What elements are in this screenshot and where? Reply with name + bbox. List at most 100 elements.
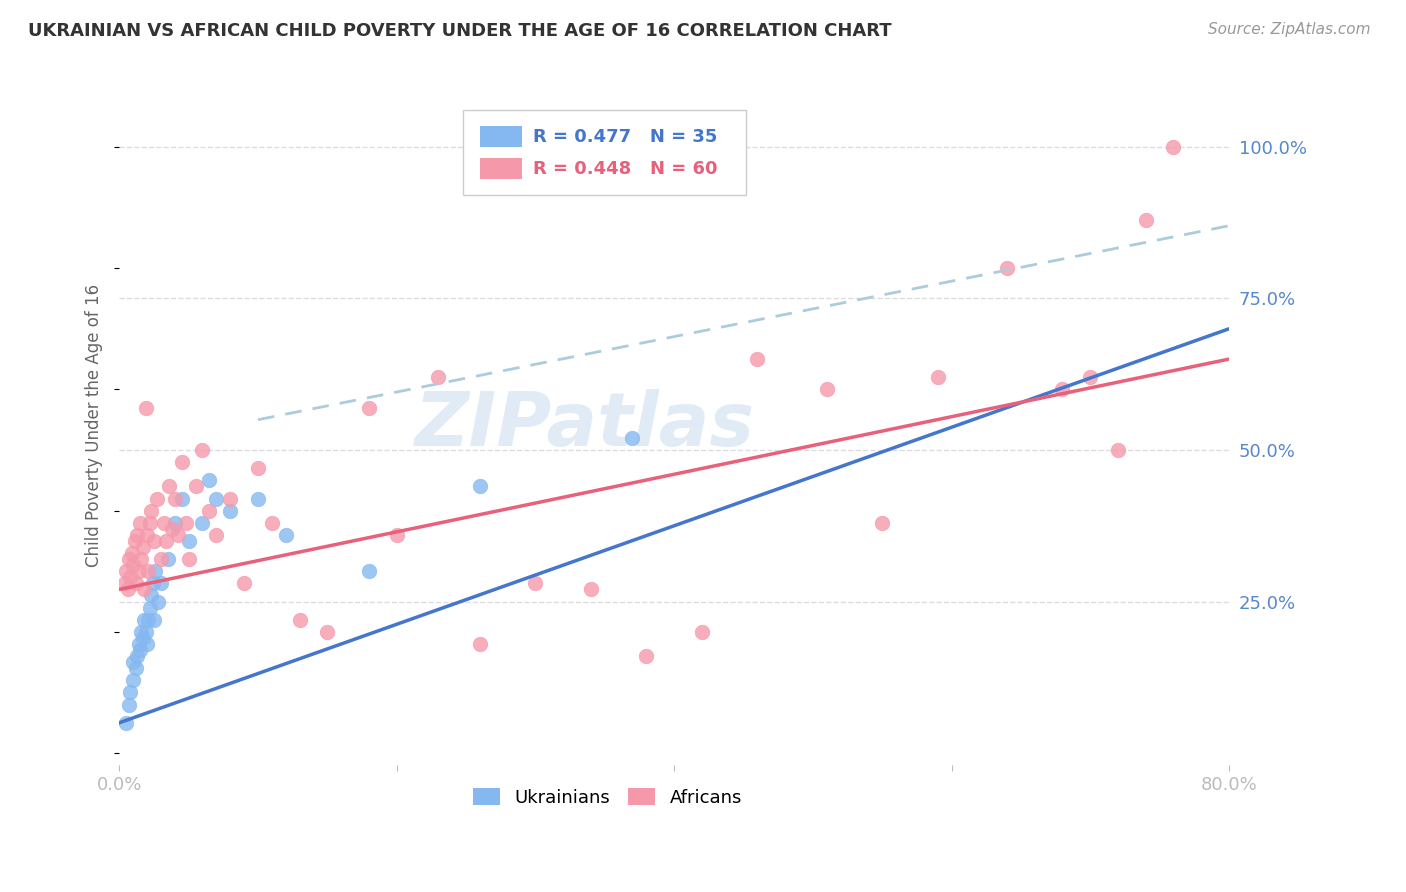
- Point: [152, 516, 174, 530]
- FancyBboxPatch shape: [479, 158, 522, 179]
- Point: [115, 715, 138, 730]
- Point: [174, 516, 197, 530]
- Point: [274, 528, 297, 542]
- Point: [316, 624, 339, 639]
- Point: [156, 552, 179, 566]
- Point: [621, 431, 644, 445]
- Point: [136, 637, 159, 651]
- Point: [118, 698, 141, 712]
- Point: [1135, 212, 1157, 227]
- Point: [163, 491, 186, 506]
- Point: [1163, 140, 1185, 154]
- Point: [1078, 370, 1101, 384]
- Point: [136, 528, 159, 542]
- Point: [134, 613, 156, 627]
- Point: [122, 673, 145, 688]
- Point: [233, 576, 256, 591]
- Point: [815, 383, 838, 397]
- Point: [205, 528, 228, 542]
- Point: [125, 576, 148, 591]
- Point: [927, 370, 949, 384]
- Point: [636, 649, 658, 664]
- Point: [127, 528, 149, 542]
- Point: [135, 624, 157, 639]
- Point: [132, 631, 155, 645]
- Point: [177, 533, 200, 548]
- Point: [524, 576, 547, 591]
- Point: [114, 576, 136, 591]
- Point: [131, 624, 153, 639]
- Point: [1107, 443, 1129, 458]
- Point: [117, 582, 139, 597]
- Point: [468, 637, 491, 651]
- Point: [142, 613, 165, 627]
- Point: [205, 491, 228, 506]
- Point: [177, 552, 200, 566]
- Text: Source: ZipAtlas.com: Source: ZipAtlas.com: [1208, 22, 1371, 37]
- FancyBboxPatch shape: [463, 110, 747, 195]
- Point: [157, 479, 180, 493]
- Point: [121, 546, 143, 560]
- Point: [134, 582, 156, 597]
- Point: [128, 637, 150, 651]
- Point: [198, 473, 221, 487]
- Point: [128, 564, 150, 578]
- Point: [122, 558, 145, 573]
- Point: [146, 594, 169, 608]
- Point: [191, 443, 214, 458]
- Point: [246, 491, 269, 506]
- Point: [120, 570, 142, 584]
- Point: [747, 352, 769, 367]
- Point: [198, 503, 221, 517]
- Point: [1052, 383, 1074, 397]
- Point: [166, 528, 188, 542]
- Legend: Ukrainians, Africans: Ukrainians, Africans: [465, 781, 749, 814]
- Point: [149, 552, 172, 566]
- Point: [870, 516, 893, 530]
- Point: [138, 564, 160, 578]
- Point: [145, 491, 167, 506]
- Point: [191, 516, 214, 530]
- FancyBboxPatch shape: [479, 126, 522, 147]
- Point: [129, 516, 152, 530]
- Point: [357, 401, 380, 415]
- Point: [219, 503, 242, 517]
- Point: [149, 576, 172, 591]
- Point: [427, 370, 450, 384]
- Text: ZIPatlas: ZIPatlas: [415, 389, 755, 462]
- Point: [219, 491, 242, 506]
- Point: [184, 479, 207, 493]
- Point: [142, 576, 165, 591]
- Point: [127, 649, 149, 664]
- Point: [690, 624, 713, 639]
- Point: [141, 589, 163, 603]
- Point: [142, 533, 165, 548]
- Text: UKRAINIAN VS AFRICAN CHILD POVERTY UNDER THE AGE OF 16 CORRELATION CHART: UKRAINIAN VS AFRICAN CHILD POVERTY UNDER…: [28, 22, 891, 40]
- Point: [357, 564, 380, 578]
- Point: [132, 540, 155, 554]
- Point: [385, 528, 408, 542]
- Point: [143, 564, 166, 578]
- Point: [115, 564, 138, 578]
- Point: [118, 552, 141, 566]
- Point: [141, 503, 163, 517]
- Point: [579, 582, 602, 597]
- Point: [260, 516, 283, 530]
- Point: [124, 533, 146, 548]
- Point: [139, 600, 162, 615]
- Point: [125, 661, 148, 675]
- Y-axis label: Child Poverty Under the Age of 16: Child Poverty Under the Age of 16: [86, 285, 103, 567]
- Point: [120, 685, 142, 699]
- Point: [170, 455, 193, 469]
- Point: [129, 643, 152, 657]
- Point: [138, 613, 160, 627]
- Point: [131, 552, 153, 566]
- Point: [135, 401, 157, 415]
- Point: [139, 516, 162, 530]
- Point: [155, 533, 177, 548]
- Point: [288, 613, 311, 627]
- Point: [995, 261, 1018, 276]
- Point: [122, 655, 145, 669]
- Text: R = 0.477   N = 35: R = 0.477 N = 35: [533, 128, 717, 145]
- Text: R = 0.448   N = 60: R = 0.448 N = 60: [533, 160, 717, 178]
